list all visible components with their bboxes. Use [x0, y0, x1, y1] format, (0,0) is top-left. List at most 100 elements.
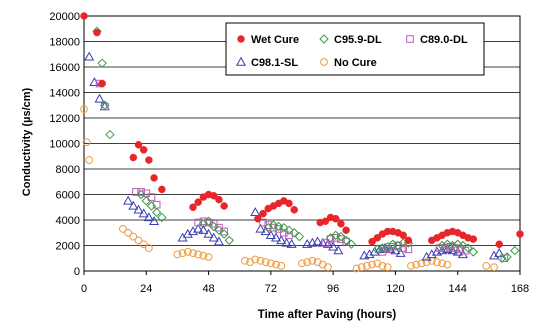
data-point — [147, 193, 156, 201]
data-point — [119, 225, 127, 233]
data-point — [203, 216, 214, 226]
data-point — [453, 239, 463, 249]
data-point — [273, 221, 284, 232]
data-point — [373, 234, 382, 242]
legend-marker-shape — [406, 35, 414, 43]
x-tick-label: 24 — [140, 283, 152, 295]
data-point — [259, 209, 267, 218]
data-point — [178, 249, 187, 258]
x-axis-label: Time after Paving (hours) — [258, 309, 397, 321]
data-point — [463, 243, 473, 253]
data-point — [270, 232, 282, 242]
data-point — [279, 222, 289, 233]
data-point — [362, 262, 371, 270]
data-point — [422, 258, 431, 266]
data-point — [341, 235, 351, 246]
data-point — [412, 260, 421, 269]
data-point — [404, 236, 413, 245]
data-point — [437, 240, 447, 251]
data-point — [266, 259, 275, 268]
data-point — [189, 249, 197, 258]
data-point — [458, 240, 468, 251]
data-point — [312, 236, 323, 246]
legend-marker-shape — [320, 58, 328, 66]
x-tick-label: 0 — [81, 283, 87, 295]
data-point — [133, 204, 144, 214]
data-point — [346, 239, 357, 249]
y-tick-label: 6000 — [56, 190, 80, 202]
data-point — [516, 230, 524, 238]
data-point — [215, 223, 223, 232]
data-point — [158, 185, 166, 194]
y-tick-label: 14000 — [49, 88, 80, 100]
data-point — [199, 251, 208, 260]
x-tick-label: 168 — [511, 283, 529, 295]
data-point — [89, 77, 100, 86]
data-point — [256, 256, 265, 265]
data-point — [105, 129, 115, 140]
data-point — [251, 255, 260, 264]
data-point — [442, 244, 453, 254]
data-point — [268, 220, 279, 230]
data-point — [285, 199, 293, 208]
data-point — [331, 230, 341, 241]
data-point — [331, 234, 340, 242]
data-point — [298, 259, 306, 268]
data-point — [241, 256, 249, 265]
y-tick-label: 20000 — [49, 11, 80, 23]
data-point — [213, 236, 225, 246]
legend-item-c89-0-dl: C89.0-DL — [406, 34, 468, 46]
data-point — [322, 239, 334, 248]
data-point — [144, 244, 153, 252]
data-point — [138, 208, 149, 218]
data-point — [124, 228, 133, 237]
data-point — [438, 259, 447, 268]
data-point — [321, 217, 330, 226]
data-point — [469, 235, 478, 243]
data-point — [93, 28, 101, 37]
data-point — [259, 218, 267, 227]
data-point — [294, 231, 305, 242]
data-point — [203, 228, 214, 238]
data-point — [352, 264, 361, 273]
data-point — [495, 240, 503, 248]
legend-marker — [235, 56, 247, 66]
x-tick-label: 120 — [386, 283, 404, 295]
data-point — [85, 156, 94, 164]
data-point — [357, 263, 366, 272]
data-point — [194, 198, 202, 206]
data-point — [210, 192, 218, 200]
data-point — [149, 216, 160, 225]
legend-marker — [406, 35, 414, 43]
data-point — [289, 228, 299, 238]
data-point — [146, 201, 157, 211]
data-point — [379, 242, 391, 252]
data-point — [378, 262, 387, 270]
legend-marker — [320, 58, 328, 66]
data-point — [255, 223, 266, 233]
legend-marker-shape — [237, 35, 245, 43]
data-point — [331, 214, 340, 223]
data-point — [194, 250, 203, 259]
data-point — [510, 245, 520, 256]
data-point — [399, 231, 407, 240]
data-point — [389, 242, 397, 251]
data-point — [204, 253, 213, 261]
data-point — [150, 174, 158, 182]
x-tick-label: 48 — [202, 283, 214, 295]
data-point — [286, 239, 297, 248]
data-point — [194, 218, 202, 227]
y-tick-label: 0 — [74, 266, 80, 278]
data-point — [151, 207, 162, 218]
data-point — [145, 156, 153, 164]
data-point — [264, 221, 273, 229]
data-point — [100, 100, 110, 110]
x-tick-label: 72 — [265, 283, 277, 295]
data-point — [94, 93, 105, 103]
data-series — [80, 12, 524, 273]
legend-box — [225, 22, 485, 76]
data-point — [324, 263, 332, 272]
legend: Wet Cure C95.9-DL C89.0-DL C98.1-SL No C… — [225, 22, 485, 76]
legend-label: C98.1-SL — [251, 57, 298, 69]
